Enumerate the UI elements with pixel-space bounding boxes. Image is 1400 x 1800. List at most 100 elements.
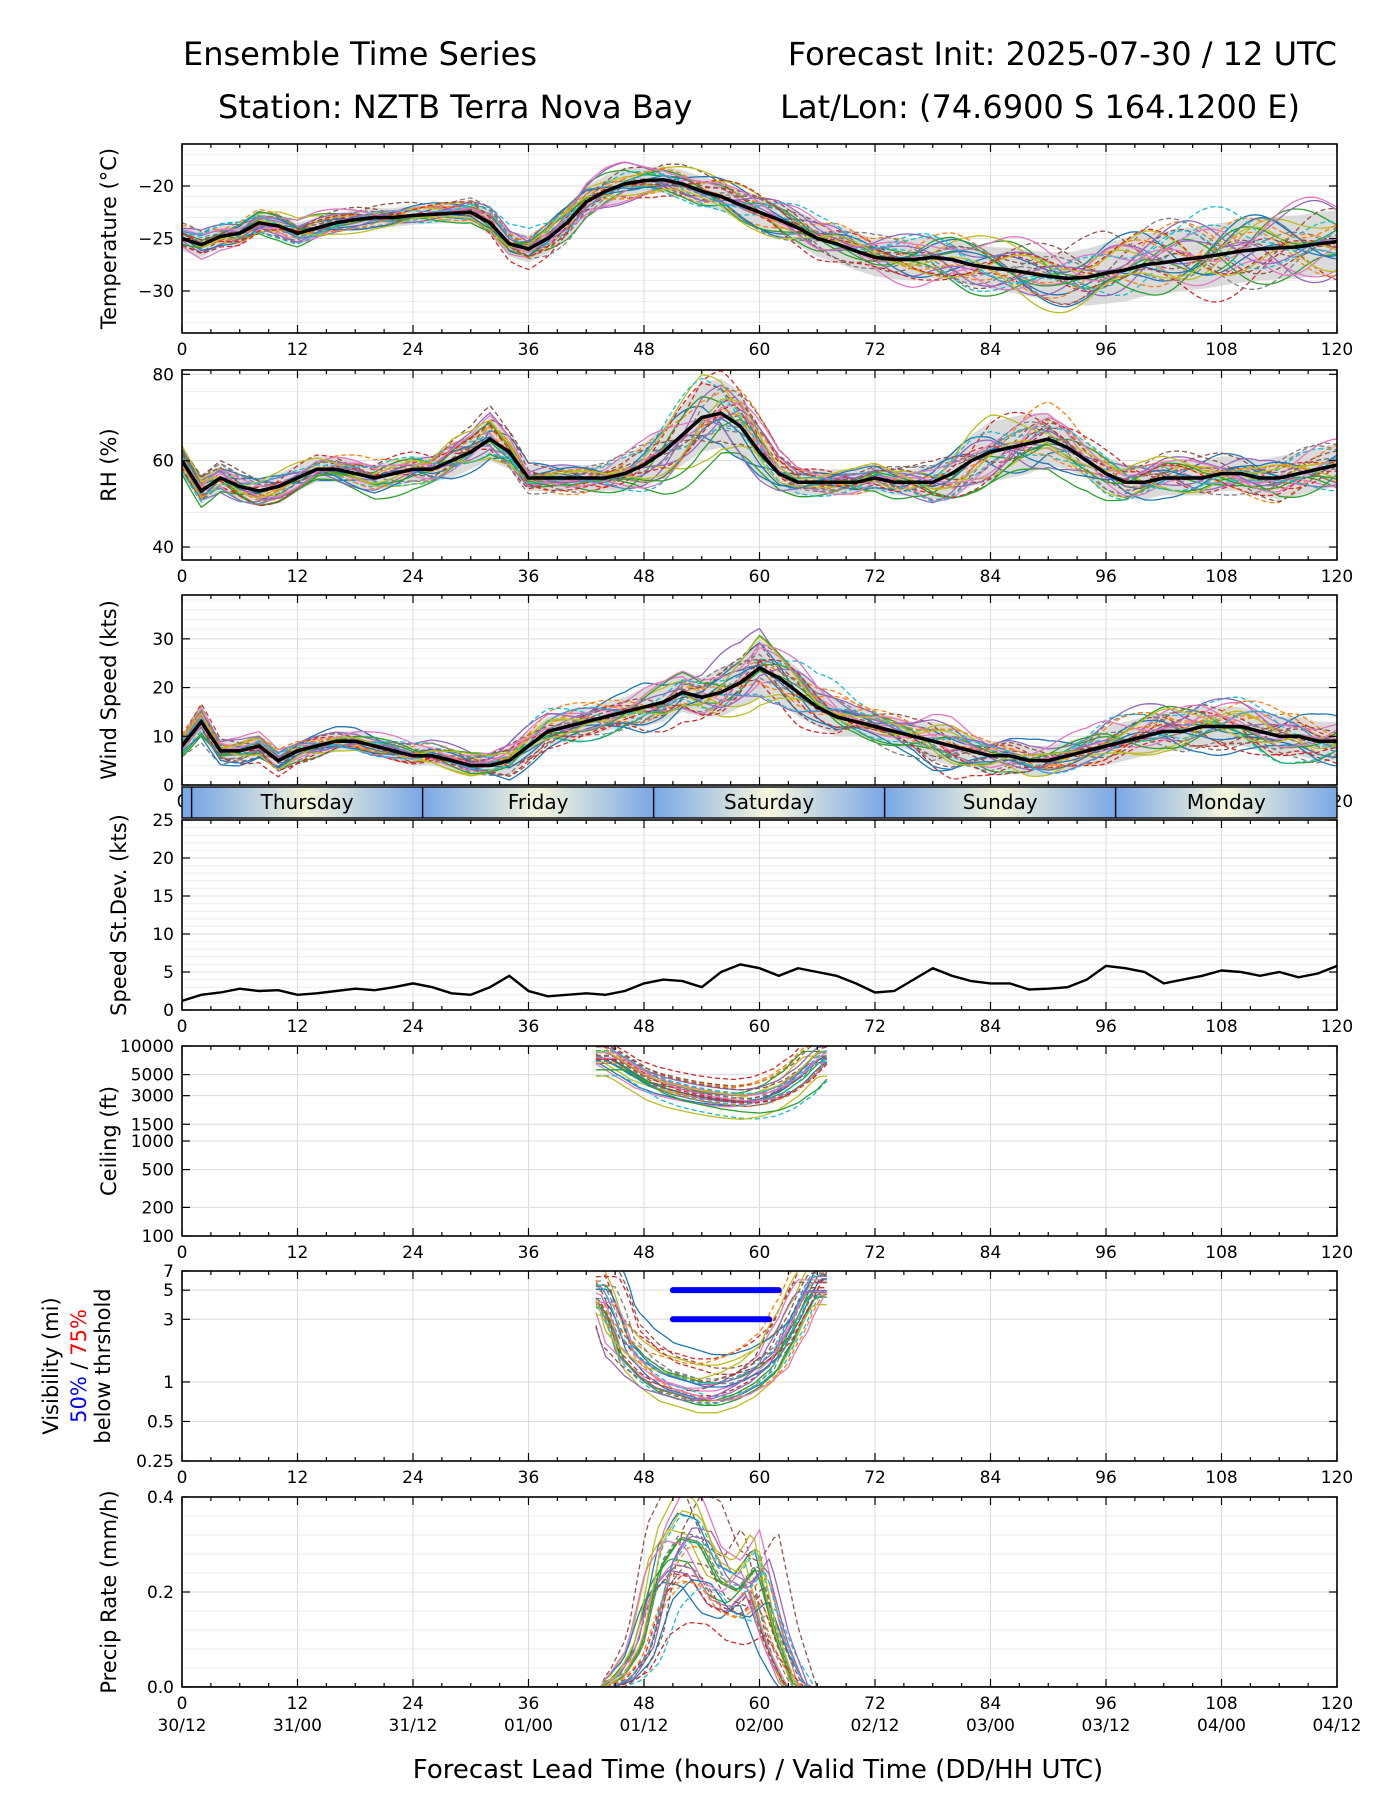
member-line (182, 1497, 1337, 1687)
x-tick-label: 108 (1205, 1694, 1237, 1714)
x-tick-label: 72 (864, 1468, 886, 1488)
x-tick-label: 60 (749, 1243, 771, 1263)
x-tick-label: 108 (1205, 1468, 1237, 1488)
vis-sep: / (67, 1356, 91, 1376)
plot-area-5 (595, 1271, 828, 1414)
x-tick-label: 48 (633, 1017, 655, 1037)
ensemble-mean-line (182, 411, 1337, 494)
member-line (595, 1271, 792, 1364)
member-line (595, 1075, 827, 1120)
member-line (595, 1291, 828, 1401)
y-axis-label-line2: 50% / 75% (67, 1309, 91, 1423)
member-line (182, 657, 1337, 766)
y-tick-label: −30 (138, 282, 174, 302)
x-tick-label: 96 (1095, 1694, 1117, 1714)
x-tick-label: 120 (1321, 567, 1353, 587)
member-line (182, 181, 1337, 305)
x-tick-label: 120 (1321, 1017, 1353, 1037)
x-tick-label: 36 (518, 567, 540, 587)
x-tick-label: 0 (177, 1017, 188, 1037)
y-tick-label: 7 (163, 1262, 174, 1282)
member-line (595, 1058, 828, 1104)
member-line (182, 161, 1337, 282)
panels: 0 12 24 36 48 60 72 84 96 108 120−30−25−20Temperat… (39, 143, 1362, 1736)
member-line (595, 1291, 828, 1401)
y-tick-label: 0 (163, 776, 174, 796)
day-band-segment (1115, 787, 1337, 818)
member-line (182, 426, 1337, 501)
y-tick-label: 60 (152, 452, 174, 472)
grid-3 (181, 819, 1338, 1011)
member-line (595, 1046, 828, 1091)
x-tick-label: 12 (287, 1468, 309, 1488)
day-label: Saturday (724, 790, 814, 814)
member-line (595, 1295, 827, 1405)
member-line (182, 185, 1337, 292)
y-axis-label: RH (%) (97, 428, 121, 501)
day-label: Monday (1187, 790, 1266, 814)
x-tick-label: 12 (287, 567, 309, 587)
y-tick-label: 10 (152, 727, 174, 747)
x-tick-label: 24 (402, 1694, 424, 1714)
forecast-init: Forecast Init: 2025-07-30 / 12 UTC (788, 35, 1337, 73)
y-axis-label-line3: below thrshold (91, 1288, 115, 1443)
member-line (182, 670, 1337, 775)
x-tick-label: 120 (1321, 1468, 1353, 1488)
x-tick-label: 24 (402, 1243, 424, 1263)
x-tick-label: 108 (1205, 1017, 1237, 1037)
member-line (595, 1271, 803, 1380)
y-tick-label: 3000 (131, 1087, 174, 1107)
plot-area-3 (182, 963, 1337, 1003)
x-axis-label: Forecast Lead Time (hours) / Valid Time … (413, 1755, 1103, 1785)
y-tick-label: 0.25 (136, 1452, 174, 1472)
member-line (182, 1563, 1337, 1687)
day-label: Sunday (963, 790, 1038, 814)
valid-time-label: 04/00 (1197, 1716, 1246, 1736)
y-tick-label: 5 (163, 963, 174, 983)
x-tick-label: 72 (864, 567, 886, 587)
y-tick-label: 100 (142, 1227, 174, 1247)
panel-3: 0 12 24 36 48 60 72 84 96 108 120 0 5 10 15 20 25 Speed S… (107, 811, 1353, 1037)
member-line (182, 1535, 1337, 1687)
member-line (614, 1046, 802, 1081)
member-line (182, 1579, 1337, 1687)
day-label: Thursday (260, 790, 354, 814)
y-tick-label: 0.0 (147, 1678, 174, 1698)
x-tick-label: 60 (749, 567, 771, 587)
y-axis-label: Wind Speed (kts) (97, 600, 121, 780)
member-line (595, 1049, 828, 1095)
day-band-segment (884, 787, 1116, 818)
x-tick-label: 12 (287, 1243, 309, 1263)
y-tick-label: 30 (152, 630, 174, 650)
valid-time-label: 01/12 (620, 1716, 669, 1736)
member-line (182, 186, 1337, 299)
x-tick-label: 84 (980, 567, 1002, 587)
x-tick-label: 12 (287, 1017, 309, 1037)
x-tick-label: 84 (980, 1694, 1002, 1714)
x-tick-label: 36 (518, 1694, 540, 1714)
member-line (182, 1558, 1337, 1687)
member-line (182, 660, 1337, 780)
member-line (182, 418, 1337, 491)
member-line (182, 413, 1337, 497)
member-line (182, 681, 1337, 770)
y-axis-label: Speed St.Dev. (kts) (107, 814, 131, 1016)
lat-lon-label: Lat/Lon: (74.6900 S 164.1200 E) (780, 88, 1300, 126)
x-tick-label: 36 (518, 1468, 540, 1488)
plot-area-4 (595, 1046, 828, 1120)
y-axis-label: Precip Rate (mm/h) (97, 1490, 121, 1693)
member-line (182, 1573, 1337, 1687)
member-line (182, 1509, 1337, 1687)
x-tick-label: 48 (633, 1243, 655, 1263)
station-label: Station: NZTB Terra Nova Bay (218, 88, 692, 126)
member-line (182, 393, 1337, 496)
y-tick-label: 40 (152, 538, 174, 558)
day-band-frame (181, 786, 1338, 819)
ensemble-mean-line (182, 666, 1337, 768)
valid-time-label: 31/12 (389, 1716, 438, 1736)
valid-time-label: 30/12 (158, 1716, 207, 1736)
member-line (182, 1540, 1337, 1687)
x-tick-label: 0 (177, 1694, 188, 1714)
x-tick-label: 72 (864, 1017, 886, 1037)
